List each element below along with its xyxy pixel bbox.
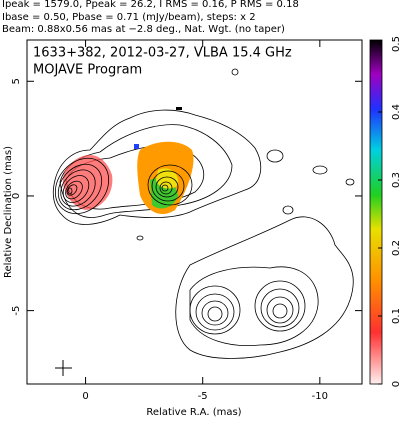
x-tick-label: 0 xyxy=(82,391,88,402)
contour xyxy=(52,109,262,225)
contour xyxy=(65,145,205,210)
colorbar-tick-label: 0.2 xyxy=(391,240,402,256)
plot-frame xyxy=(26,39,363,385)
contour xyxy=(59,124,233,218)
header-line: Ipeak = 1579.0, Ppeak = 26.2, I RMS = 0.… xyxy=(2,0,299,10)
polarization xyxy=(62,155,113,210)
y-tick-label: -5 xyxy=(11,306,22,316)
colorbar-tick-label: 0.4 xyxy=(391,104,402,120)
map-title: 1633+382, 2012-03-27, VLBA 15.4 GHz xyxy=(33,46,292,61)
header-line: Beam: 0.88x0.56 mas at −2.8 deg., Nat. W… xyxy=(2,24,285,35)
y-tick-label: 0 xyxy=(11,193,22,199)
colorbar-tick-label: 0.5 xyxy=(391,36,402,52)
colorbar-tick-label: 0.3 xyxy=(391,172,402,188)
x-tick-label: -5 xyxy=(198,391,208,402)
y-tick-label: 5 xyxy=(11,78,22,84)
y-axis-label: Relative Declination (mas) xyxy=(3,146,14,278)
lobe-contours xyxy=(136,68,355,335)
polarization xyxy=(134,144,139,149)
core-contours xyxy=(54,157,110,215)
colorbar xyxy=(369,39,383,385)
colorbar-tick-label: 0.1 xyxy=(391,308,402,324)
jet-contours xyxy=(147,164,193,206)
beam-marker xyxy=(55,360,72,376)
map xyxy=(52,68,355,376)
x-axis-label: Relative R.A. (mas) xyxy=(146,407,241,418)
pixel xyxy=(176,107,182,110)
contour xyxy=(189,266,319,346)
map-subtitle: MOJAVE Program xyxy=(33,63,142,78)
colorbar-tick-label: 0 xyxy=(391,381,402,387)
contour xyxy=(175,216,354,359)
header-line: Ibase = 0.50, Pbase = 0.71 (mJy/beam), s… xyxy=(2,12,256,23)
x-tick-label: -10 xyxy=(312,391,328,402)
